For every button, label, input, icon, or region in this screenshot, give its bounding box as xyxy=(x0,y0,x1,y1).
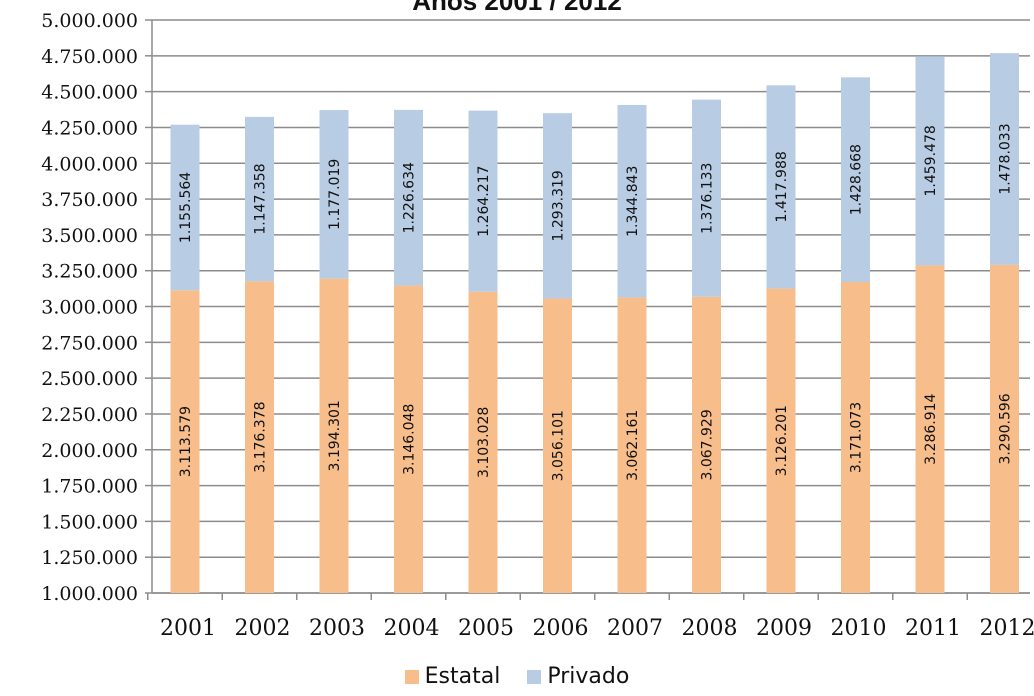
x-tick-label: 2001 xyxy=(160,616,216,641)
bar-segment-privado xyxy=(915,56,945,266)
data-label: 3.286.914 xyxy=(923,393,939,464)
data-label: 3.176.378 xyxy=(253,401,269,472)
data-label: 3.062.161 xyxy=(625,410,641,481)
data-label: 3.067.929 xyxy=(700,409,716,480)
data-label: 1.459.478 xyxy=(923,125,939,196)
data-label: 1.376.133 xyxy=(700,163,716,234)
data-label: 1.226.634 xyxy=(402,162,418,233)
x-tick-label: 2003 xyxy=(309,616,365,641)
stacked-bar-chart: 1.000.000 1.250.000 1.500.000 1.750.000 2.00… xyxy=(41,10,1034,641)
legend-item-privado: Privado xyxy=(527,664,629,689)
data-label: 1.147.358 xyxy=(253,163,269,234)
data-label: 3.290.596 xyxy=(998,393,1014,464)
legend-label-estatal: Estatal xyxy=(424,664,501,689)
y-tick-label: 3.000.000 xyxy=(41,297,138,319)
x-tick-label: 2004 xyxy=(384,616,440,641)
y-tick-label: 2.000.000 xyxy=(41,440,138,462)
x-tick-label: 2007 xyxy=(607,616,663,641)
data-label: 1.155.564 xyxy=(178,172,194,243)
legend: Estatal Privado xyxy=(0,664,1034,689)
bar-segment-estatal xyxy=(915,265,945,593)
bar-segment-privado xyxy=(319,110,349,279)
bar-segment-estatal xyxy=(617,297,647,593)
data-label: 3.113.579 xyxy=(178,406,194,477)
y-tick-label: 4.000.000 xyxy=(41,153,138,175)
y-tick-label: 5.000.000 xyxy=(41,10,138,32)
y-tick-label: 1.750.000 xyxy=(41,476,138,498)
x-tick-label: 2005 xyxy=(458,616,514,641)
y-tick-label: 4.500.000 xyxy=(41,82,138,104)
y-tick-label: 2.500.000 xyxy=(41,368,138,390)
bar-segment-estatal xyxy=(245,281,274,593)
bar-segment-privado xyxy=(170,124,200,291)
data-label: 1.293.319 xyxy=(551,170,567,241)
bar-segment-privado xyxy=(394,109,423,286)
y-tick-label: 3.750.000 xyxy=(41,189,138,211)
data-label: 1.428.668 xyxy=(849,144,865,215)
y-tick-label: 1.000.000 xyxy=(41,583,138,605)
bar-segment-estatal xyxy=(543,298,572,593)
y-tick-label: 1.250.000 xyxy=(41,547,138,569)
bar-segment-estatal xyxy=(692,296,721,593)
chart-title: Años 2001 / 2012 xyxy=(412,0,622,16)
data-label: 1.264.217 xyxy=(476,166,492,237)
legend-item-estatal: Estatal xyxy=(404,664,501,689)
data-label: 3.103.028 xyxy=(476,407,492,478)
x-tick-label: 2011 xyxy=(905,616,961,641)
y-tick-label: 2.750.000 xyxy=(41,332,138,354)
bar-segment-privado xyxy=(245,116,274,282)
y-tick-label: 4.250.000 xyxy=(41,117,138,139)
x-tick-label: 2009 xyxy=(756,616,812,641)
bar-segment-privado xyxy=(766,85,796,289)
data-label: 1.417.988 xyxy=(774,151,790,222)
y-tick-label: 2.250.000 xyxy=(41,404,138,426)
legend-swatch-estatal xyxy=(404,670,419,684)
bar-segment-estatal xyxy=(170,290,200,593)
data-label: 3.056.101 xyxy=(551,410,567,481)
data-label: 1.344.843 xyxy=(625,166,641,237)
data-label: 1.478.033 xyxy=(998,123,1014,194)
y-tick-label: 3.250.000 xyxy=(41,261,138,283)
x-tick-label: 2006 xyxy=(533,616,589,641)
bar-segment-estatal xyxy=(766,288,796,593)
bar-segment-estatal xyxy=(394,285,423,593)
bar-segment-privado xyxy=(468,110,498,292)
y-tick-label: 1.500.000 xyxy=(41,511,138,533)
legend-label-privado: Privado xyxy=(547,664,630,689)
x-tick-label: 2002 xyxy=(235,616,291,641)
data-label: 3.194.301 xyxy=(327,400,343,471)
data-label: 1.177.019 xyxy=(327,159,343,230)
data-label: 3.171.073 xyxy=(849,402,865,473)
legend-swatch-privado xyxy=(527,670,542,684)
y-tick-label: 4.750.000 xyxy=(41,46,138,68)
bar-segment-privado xyxy=(543,113,572,299)
data-label: 3.126.201 xyxy=(774,405,790,476)
bar-segment-privado xyxy=(990,53,1019,265)
bar-segment-estatal xyxy=(468,291,498,593)
x-tick-label: 2010 xyxy=(831,616,887,641)
x-tick-label: 2008 xyxy=(682,616,738,641)
y-tick-label: 3.500.000 xyxy=(41,225,138,247)
data-label: 3.146.048 xyxy=(402,404,418,475)
bar-segment-estatal xyxy=(990,264,1019,593)
bar-segment-estatal xyxy=(841,281,870,593)
x-tick-label: 2012 xyxy=(980,616,1034,641)
bar-segment-privado xyxy=(692,99,721,297)
bar-segment-estatal xyxy=(319,278,349,593)
bar-segment-privado xyxy=(841,77,870,282)
bar-segment-privado xyxy=(617,104,647,298)
